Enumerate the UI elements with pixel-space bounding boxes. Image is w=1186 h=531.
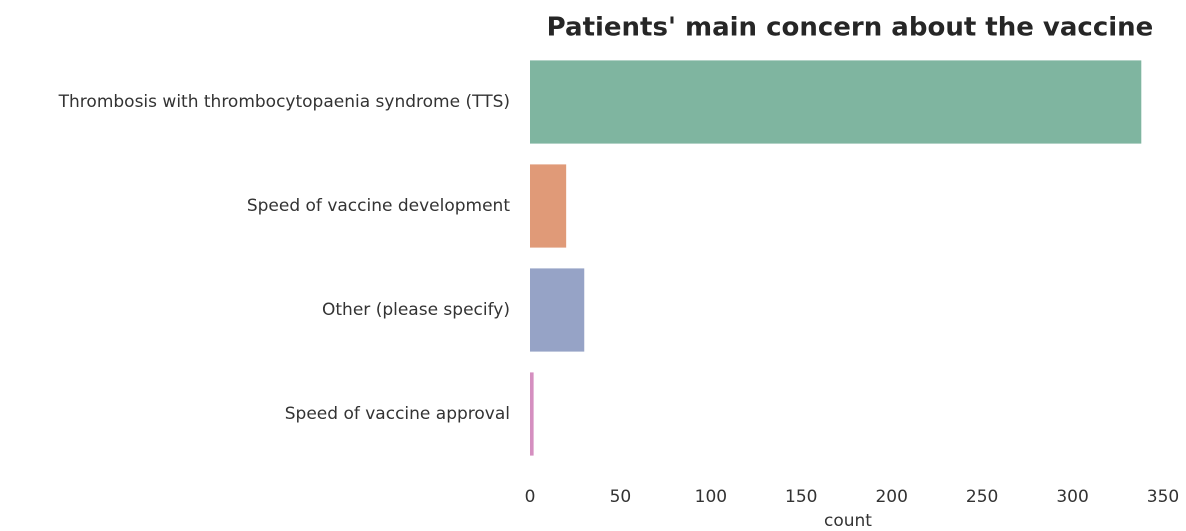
x-tick-label: 350: [1147, 487, 1179, 507]
bar: [530, 372, 534, 456]
x-tick-label: 200: [875, 487, 907, 507]
y-tick-label: Speed of vaccine approval: [285, 404, 510, 424]
y-tick-label: Other (please specify): [322, 300, 510, 320]
x-tick-label: 300: [1056, 487, 1088, 507]
bar: [530, 268, 585, 352]
chart-title: Patients' main concern about the vaccine: [547, 13, 1154, 43]
y-tick-label: Thrombosis with thrombocytopaenia syndro…: [58, 92, 510, 112]
y-tick-label: Speed of vaccine development: [247, 196, 510, 216]
x-tick-label: 0: [525, 487, 536, 507]
x-tick-label: 100: [695, 487, 727, 507]
bar: [530, 164, 567, 248]
x-tick-label: 50: [610, 487, 632, 507]
bar: [530, 60, 1142, 144]
x-tick-label: 150: [785, 487, 817, 507]
x-tick-label: 250: [966, 487, 998, 507]
x-axis-label: count: [824, 511, 872, 531]
